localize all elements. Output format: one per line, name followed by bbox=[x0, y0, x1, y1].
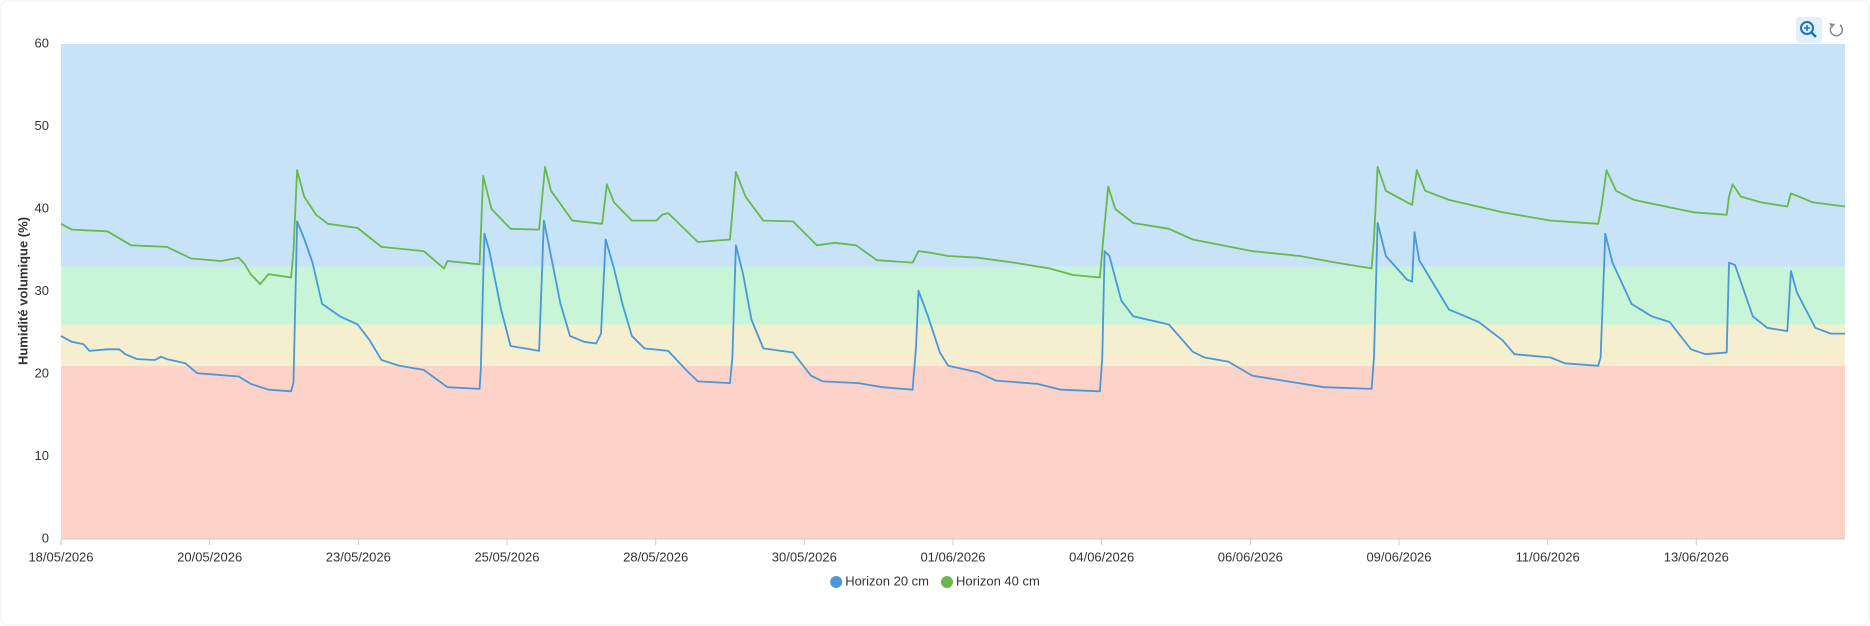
x-tick-label: 06/06/2026 bbox=[1218, 549, 1283, 564]
x-tick-label: 20/05/2026 bbox=[177, 549, 242, 564]
x-tick-label: 04/06/2026 bbox=[1069, 549, 1134, 564]
legend-marker bbox=[941, 576, 953, 588]
threshold-band bbox=[61, 365, 1845, 539]
x-tick-label: 09/06/2026 bbox=[1366, 549, 1431, 564]
x-tick-label: 30/05/2026 bbox=[772, 549, 837, 564]
y-tick-label: 10 bbox=[35, 448, 49, 463]
legend-label: Horizon 40 cm bbox=[956, 573, 1040, 588]
y-tick-label: 0 bbox=[42, 530, 49, 545]
y-axis-title: Humidité volumique (%) bbox=[15, 217, 30, 365]
series-line bbox=[60, 219, 1845, 393]
threshold-band bbox=[61, 266, 1845, 325]
reset-button[interactable] bbox=[1829, 23, 1844, 37]
y-tick-label: 20 bbox=[35, 365, 49, 380]
x-tick-label: 23/05/2026 bbox=[326, 549, 391, 564]
legend: Horizon 20 cm Horizon 40 cm bbox=[830, 573, 1040, 588]
y-tick-label: 50 bbox=[35, 118, 49, 133]
zoom-button[interactable] bbox=[1796, 17, 1822, 43]
threshold-band bbox=[61, 44, 1845, 267]
x-tick-label: 18/05/2026 bbox=[28, 549, 93, 564]
legend-label: Horizon 20 cm bbox=[845, 573, 929, 588]
x-tick-label: 13/06/2026 bbox=[1664, 549, 1729, 564]
legend-marker bbox=[830, 576, 843, 588]
series-line bbox=[60, 166, 1846, 285]
threshold-band bbox=[61, 324, 1845, 366]
y-tick-label: 60 bbox=[35, 35, 49, 50]
y-tick-label: 40 bbox=[35, 200, 49, 215]
y-tick-label: 30 bbox=[35, 283, 49, 298]
x-tick-label: 28/05/2026 bbox=[623, 549, 688, 564]
x-tick-label: 11/06/2026 bbox=[1516, 549, 1580, 564]
x-tick-label: 25/05/2026 bbox=[474, 549, 539, 564]
x-tick-label: 01/06/2026 bbox=[920, 549, 985, 564]
